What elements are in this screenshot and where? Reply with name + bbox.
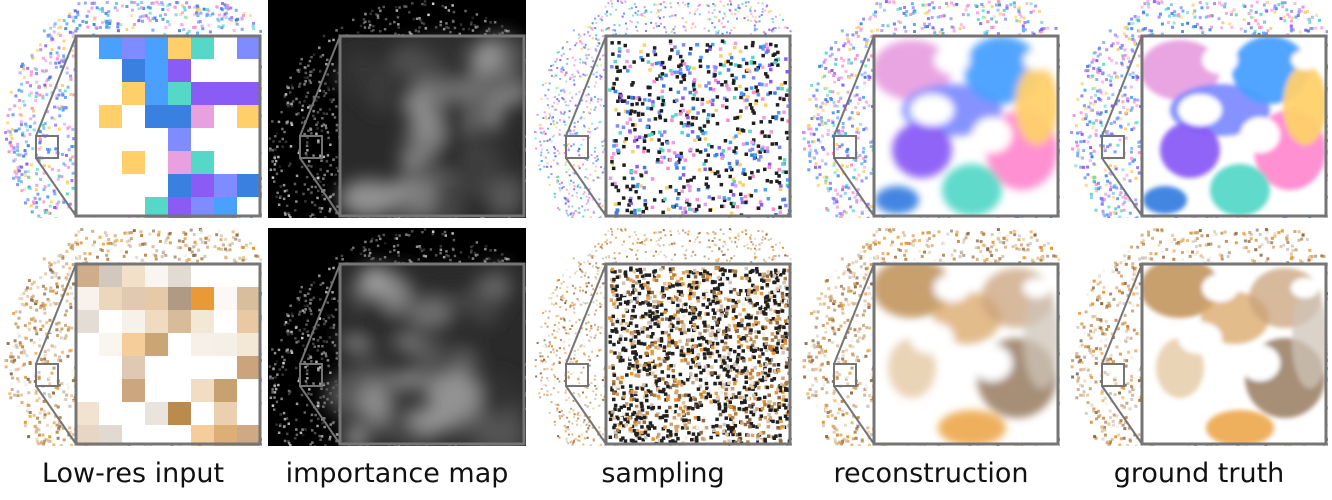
panel-row2-sampling [534,228,792,446]
panel-row2-reconstruction [802,228,1060,446]
panel-row2-groundtruth [1070,228,1328,446]
inset-connector [565,35,607,217]
inset-connector [35,263,77,445]
inset-connector [35,35,77,217]
inset-connector [833,35,875,217]
inset-connector [1101,35,1143,217]
inset-connector [299,35,341,217]
inset-connector [1101,263,1143,445]
panel-row2-lowres [4,228,262,446]
caption-lowres: Low-res input [41,458,225,489]
panel-row2-importance [268,228,526,446]
caption-groundtruth: ground truth [1113,458,1285,489]
caption-sampling: sampling [601,458,725,489]
panel-row1-lowres [4,0,262,218]
panel-row1-importance [268,0,526,218]
inset-connector [299,263,341,445]
caption-reconstruction: reconstruction [833,458,1029,489]
inset-connector [833,263,875,445]
panel-row1-sampling [534,0,792,218]
inset-connector [565,263,607,445]
panel-row1-groundtruth [1070,0,1328,218]
panel-row1-reconstruction [802,0,1060,218]
caption-importance: importance map [285,458,509,489]
